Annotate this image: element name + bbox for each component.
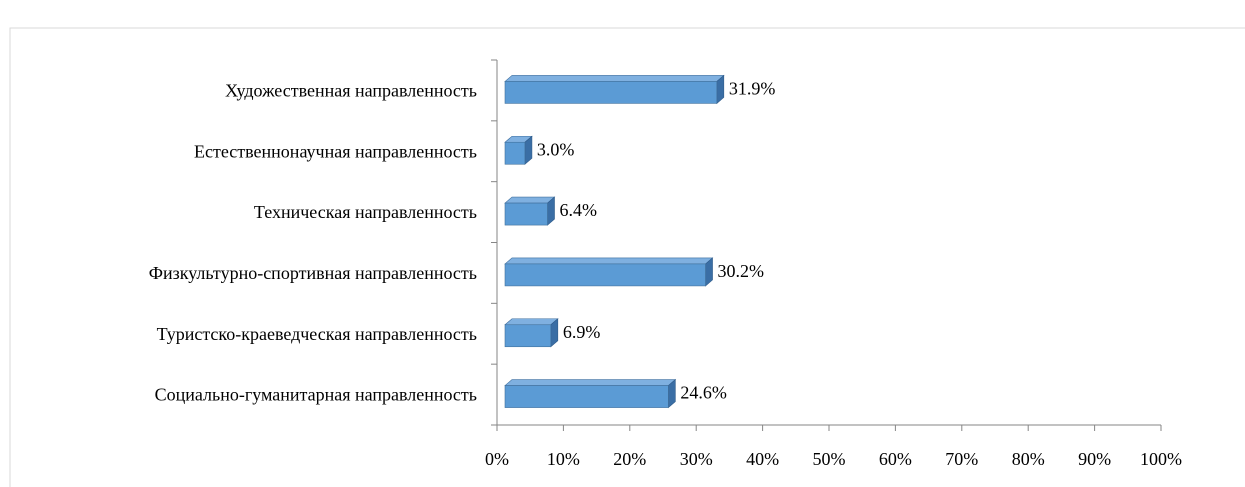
x-tick-label: 50% bbox=[813, 449, 846, 469]
bar bbox=[504, 81, 718, 104]
bar bbox=[504, 263, 706, 287]
data-label: 6.9% bbox=[563, 322, 601, 342]
data-label: 3.0% bbox=[537, 139, 575, 159]
bar-top bbox=[504, 196, 556, 204]
y-tick-label: Физкультурно-спортивная направленность bbox=[149, 263, 477, 283]
bar-top bbox=[504, 318, 559, 326]
data-label: 6.4% bbox=[559, 200, 597, 220]
x-tick-label: 30% bbox=[680, 449, 713, 469]
x-tick-label: 20% bbox=[613, 449, 646, 469]
x-tick-label: 80% bbox=[1012, 449, 1045, 469]
x-tick-label: 100% bbox=[1140, 449, 1182, 469]
x-tick-label: 90% bbox=[1078, 449, 1111, 469]
bar bbox=[504, 141, 526, 165]
data-label: 31.9% bbox=[729, 79, 776, 99]
x-tick-label: 70% bbox=[945, 449, 978, 469]
chart-frame bbox=[9, 27, 1245, 487]
bar-top bbox=[504, 257, 714, 265]
data-label: 24.6% bbox=[680, 383, 727, 403]
bar-top bbox=[504, 75, 725, 82]
x-tick-label: 0% bbox=[485, 449, 509, 469]
y-tick-label: Художественная направленность bbox=[225, 81, 477, 101]
x-tick-label: 40% bbox=[746, 449, 779, 469]
y-tick-label: Туристско-краеведческая направленность bbox=[157, 324, 477, 344]
data-label: 30.2% bbox=[718, 261, 765, 281]
bar-top bbox=[504, 379, 677, 386]
x-tick-label: 60% bbox=[879, 449, 912, 469]
bar bbox=[504, 324, 552, 348]
y-tick-label: Техническая направленность bbox=[254, 202, 477, 222]
y-tick-label: Естественнонаучная направленность bbox=[194, 141, 477, 161]
bar bbox=[504, 202, 548, 226]
x-tick-label: 10% bbox=[547, 449, 580, 469]
bar bbox=[504, 385, 669, 408]
y-tick-label: Социально-гуманитарная направленность bbox=[155, 385, 477, 405]
